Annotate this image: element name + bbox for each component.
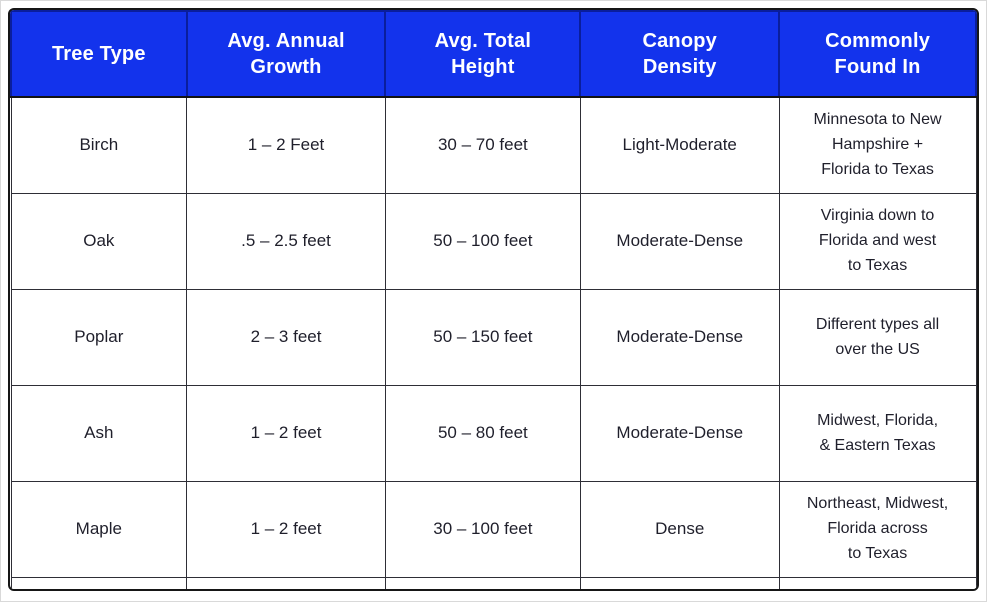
- cell-canopy-density: Light-Moderate: [579, 96, 780, 194]
- column-header-avg-total-height: Avg. Total Height: [384, 10, 582, 98]
- cell-commonly-found: Minnesota to New Hampshire + Florida to …: [778, 96, 977, 194]
- cell-tree-name: Poplar: [10, 289, 188, 386]
- tree-table-frame: Tree Type Avg. Annual Growth Avg. Total …: [8, 8, 979, 591]
- table-row-poplar: Poplar 2 – 3 feet 50 – 150 feet Moderate…: [10, 289, 977, 386]
- cell-tree-name: Oak: [10, 193, 188, 290]
- cell-commonly-found: Midwest, Florida, & Eastern Texas: [778, 385, 977, 482]
- cell-annual-growth: 1 – 2 feet: [186, 385, 386, 482]
- cell-total-height: 30 – 70 feet: [384, 96, 581, 194]
- table-row-maple: Maple 1 – 2 feet 30 – 100 feet Dense Nor…: [10, 481, 977, 578]
- table-header: Tree Type Avg. Annual Growth Avg. Total …: [10, 10, 977, 98]
- cell-commonly-found: Midwest, Arkansas, Oklahoma, Texas, & Fl…: [778, 577, 977, 589]
- table-row-birch: Birch 1 – 2 Feet 30 – 70 feet Light-Mode…: [10, 96, 977, 194]
- column-header-tree-type: Tree Type: [10, 10, 188, 98]
- cell-tree-name: Beech: [10, 577, 188, 589]
- cell-total-height: 50 – 150 feet: [384, 289, 581, 386]
- cell-total-height: 50 – 80 feet: [384, 385, 581, 482]
- cell-annual-growth: 1 – 2 feet: [186, 481, 386, 578]
- table-row-oak: Oak .5 – 2.5 feet 50 – 100 feet Moderate…: [10, 193, 977, 290]
- cell-annual-growth: 2 – 3 feet: [186, 289, 386, 386]
- header-row: Tree Type Avg. Annual Growth Avg. Total …: [10, 10, 977, 98]
- cell-canopy-density: Moderate-Dense: [579, 193, 780, 290]
- cell-total-height: 50 – 80 feet: [384, 577, 581, 589]
- cell-annual-growth: 1 – 2 Feet: [186, 96, 386, 194]
- column-header-commonly-found-in: Commonly Found In: [778, 10, 977, 98]
- cell-total-height: 30 – 100 feet: [384, 481, 581, 578]
- table-row-beech: Beech .5 – 2 feet 50 – 80 feet Dense Mid…: [10, 577, 977, 589]
- column-header-canopy-density: Canopy Density: [579, 10, 781, 98]
- cell-canopy-density: Moderate-Dense: [579, 289, 780, 386]
- table-body: Birch 1 – 2 Feet 30 – 70 feet Light-Mode…: [10, 96, 977, 589]
- cell-canopy-density: Moderate-Dense: [579, 385, 780, 482]
- cell-canopy-density: Dense: [579, 577, 780, 589]
- table-row-ash: Ash 1 – 2 feet 50 – 80 feet Moderate-Den…: [10, 385, 977, 482]
- cell-commonly-found: Virginia down to Florida and west to Tex…: [778, 193, 977, 290]
- cell-annual-growth: .5 – 2 feet: [186, 577, 386, 589]
- cell-annual-growth: .5 – 2.5 feet: [186, 193, 386, 290]
- tree-comparison-table: Tree Type Avg. Annual Growth Avg. Total …: [10, 10, 977, 589]
- cell-canopy-density: Dense: [579, 481, 780, 578]
- cell-commonly-found: Northeast, Midwest, Florida across to Te…: [778, 481, 977, 578]
- cell-total-height: 50 – 100 feet: [384, 193, 581, 290]
- column-header-avg-annual-growth: Avg. Annual Growth: [185, 10, 387, 98]
- cell-tree-name: Ash: [10, 385, 188, 482]
- cell-tree-name: Birch: [10, 96, 188, 194]
- cell-commonly-found: Different types all over the US: [778, 289, 977, 386]
- cell-tree-name: Maple: [10, 481, 188, 578]
